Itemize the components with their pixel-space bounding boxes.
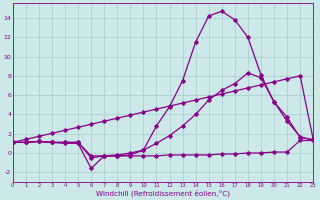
- X-axis label: Windchill (Refroidissement éolien,°C): Windchill (Refroidissement éolien,°C): [96, 189, 230, 197]
